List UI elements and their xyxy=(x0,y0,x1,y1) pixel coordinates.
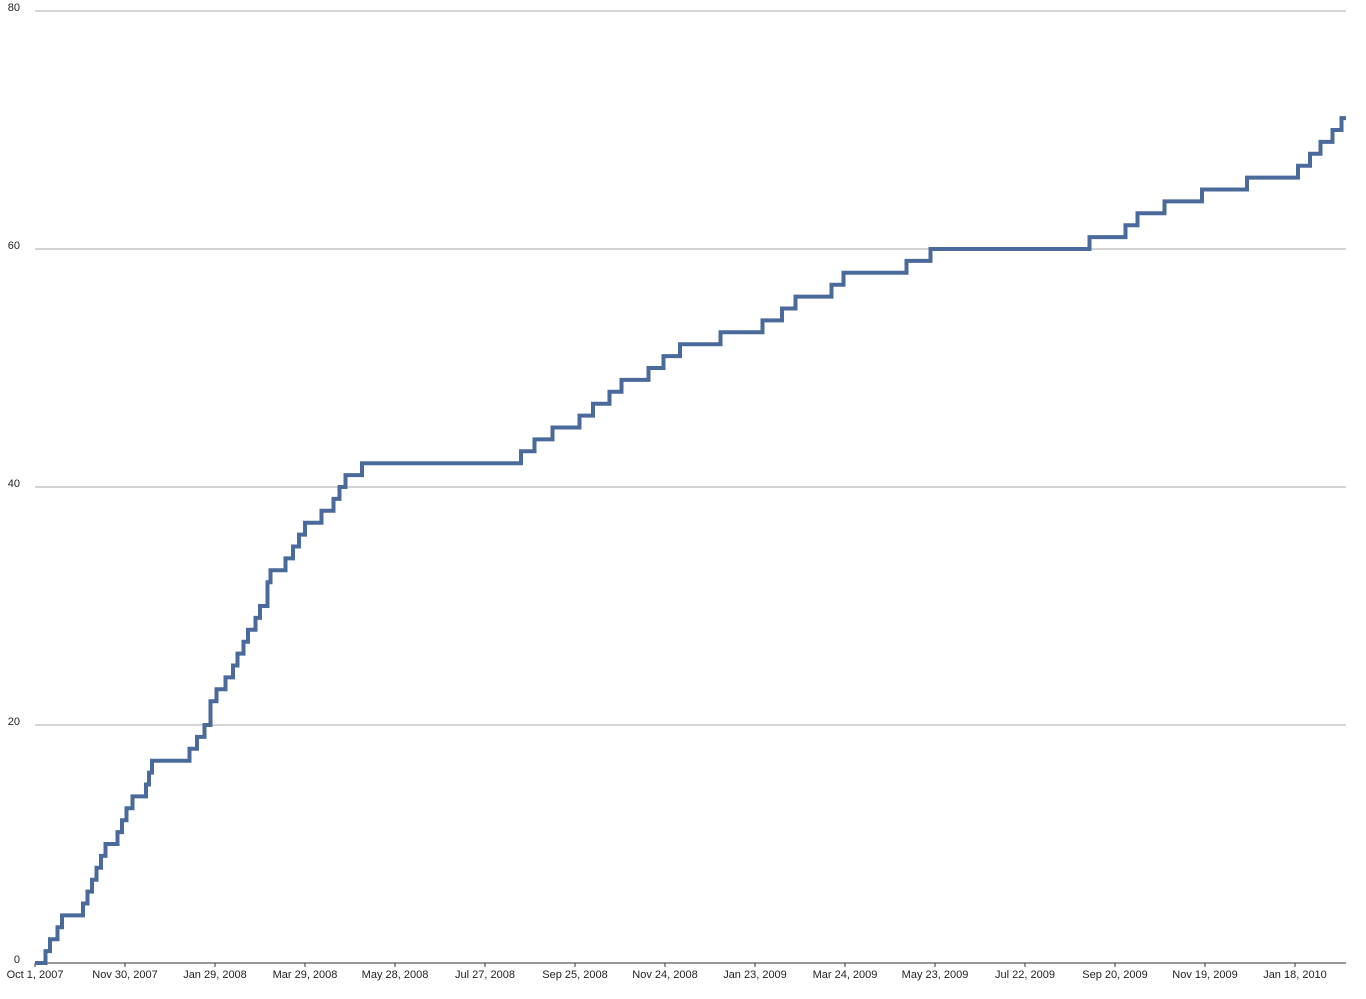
y-tick-label: 60 xyxy=(8,240,20,252)
y-tick-label: 40 xyxy=(8,478,20,490)
x-tick-label: Jul 27, 2008 xyxy=(455,969,515,981)
x-tick-label: Jan 18, 2010 xyxy=(1263,969,1327,981)
x-tick-label: Oct 1, 2007 xyxy=(7,969,64,981)
x-tick-label: Nov 19, 2009 xyxy=(1172,969,1237,981)
data-line xyxy=(35,116,1346,965)
x-tick-label: Jan 23, 2009 xyxy=(723,969,787,981)
x-tick-label: Jan 29, 2008 xyxy=(183,969,247,981)
y-tick-label: 80 xyxy=(8,2,20,14)
x-tick-label: Sep 20, 2009 xyxy=(1082,969,1147,981)
y-tick-label: 0 xyxy=(14,954,20,966)
x-tick-label: May 28, 2008 xyxy=(362,969,429,981)
x-tick-label: Mar 24, 2009 xyxy=(813,969,878,981)
x-tick-label: Nov 30, 2007 xyxy=(92,969,157,981)
x-tick-label: Nov 24, 2008 xyxy=(632,969,697,981)
x-tick-label: Jul 22, 2009 xyxy=(995,969,1055,981)
x-tick-label: May 23, 2009 xyxy=(902,969,969,981)
y-tick-label: 20 xyxy=(8,716,20,728)
x-tick-label: Sep 25, 2008 xyxy=(542,969,607,981)
x-tick-label: Mar 29, 2008 xyxy=(273,969,338,981)
